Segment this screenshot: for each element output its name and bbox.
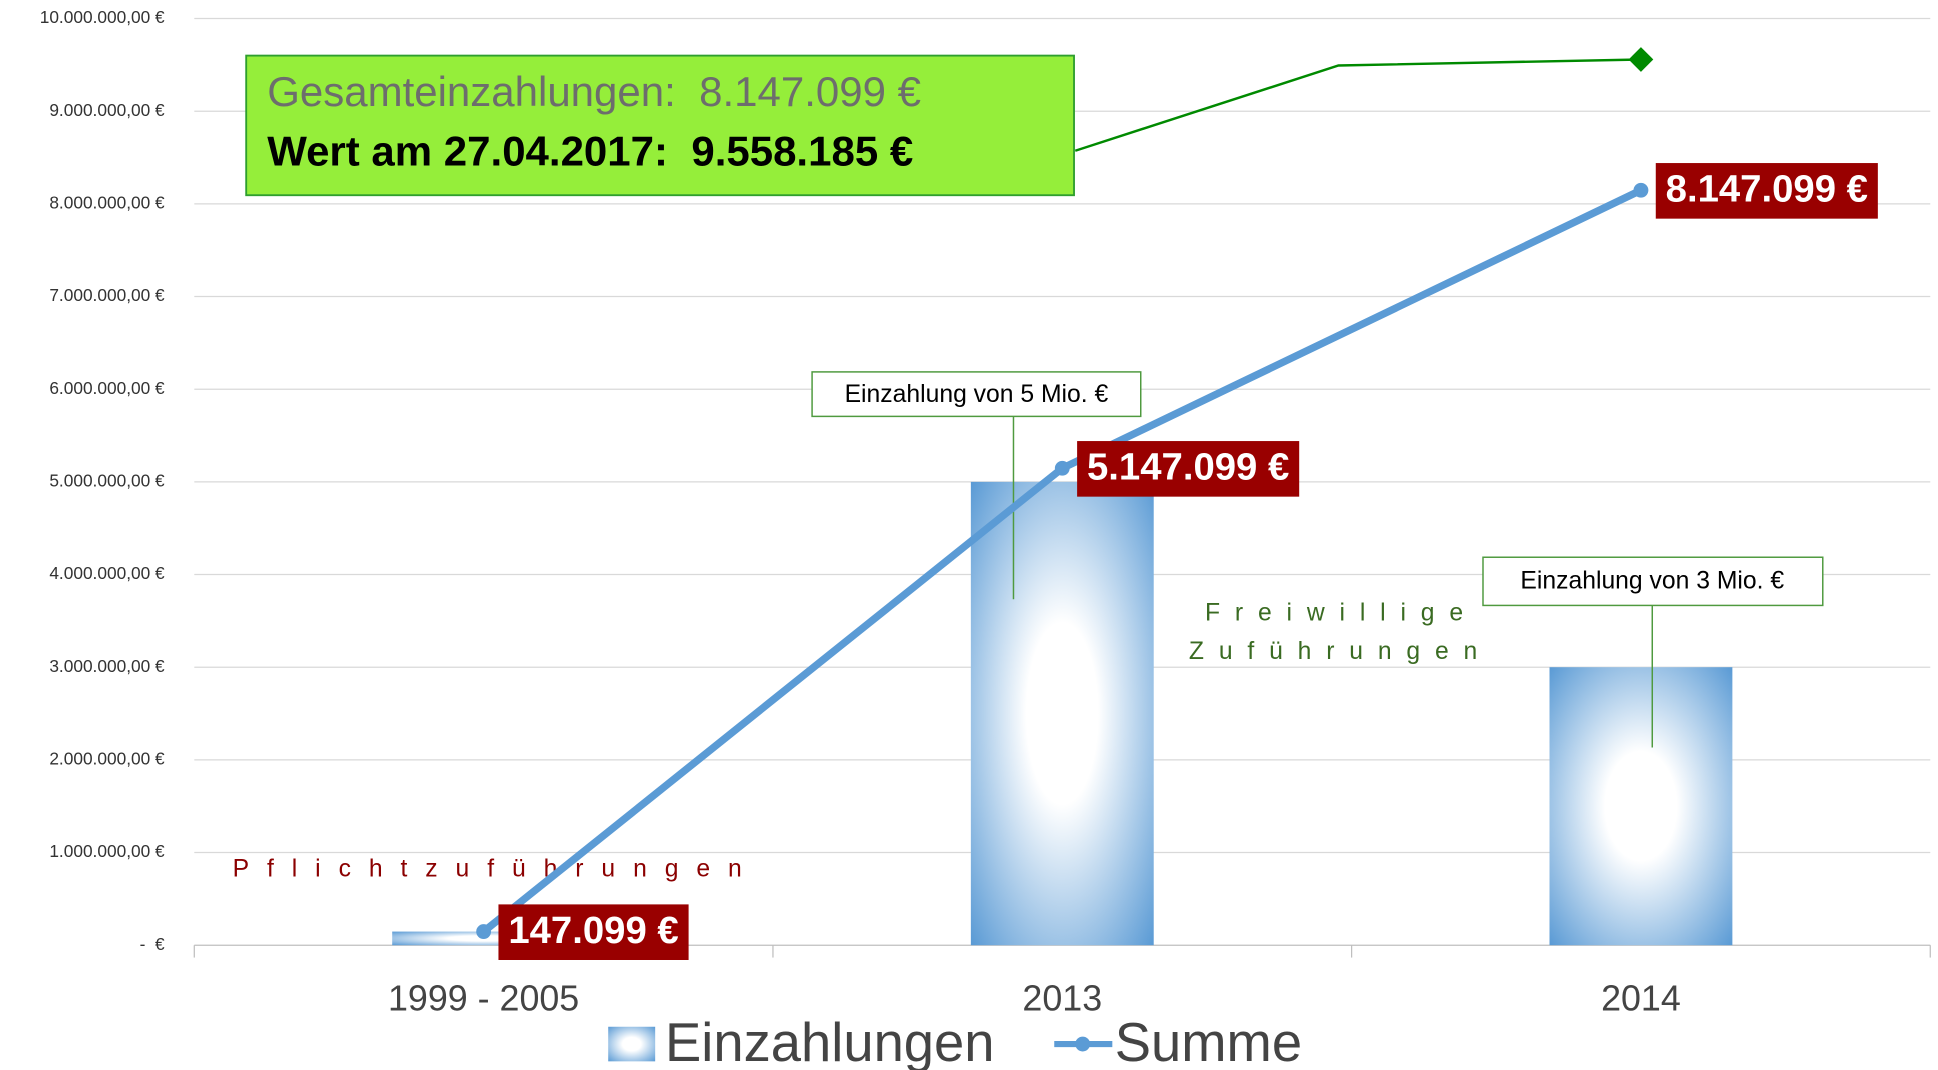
y-tick-label: - € bbox=[140, 934, 165, 954]
line-point bbox=[1633, 182, 1649, 198]
y-tick-label: 10.000.000,00 € bbox=[40, 7, 165, 27]
y-tick-label: 7.000.000,00 € bbox=[49, 285, 165, 305]
pflicht-label: Pflichtzuführungen bbox=[233, 855, 760, 882]
y-tick-label: 2.000.000,00 € bbox=[49, 748, 165, 768]
data-label-bg bbox=[1077, 441, 1300, 497]
bar bbox=[1549, 667, 1733, 946]
y-tick-label: 8.000.000,00 € bbox=[49, 192, 165, 212]
line-point bbox=[476, 924, 492, 939]
callout-box bbox=[1482, 556, 1824, 607]
lines: 147.099 € 5.147.099 € 8.147.099 € bbox=[476, 47, 1878, 960]
y-tick-label: 3.000.000,00 € bbox=[49, 656, 165, 676]
x-tick-label: 2013 bbox=[1022, 978, 1102, 1018]
freiwillige-label: Freiwillige bbox=[1205, 600, 1478, 627]
y-tick-label: 9.000.000,00 € bbox=[49, 100, 165, 120]
y-tick-label: 5.000.000,00 € bbox=[49, 470, 165, 490]
summary-line2: Wert am 27.04.2017: 9.558.185 € bbox=[267, 128, 913, 175]
data-label-bg bbox=[1655, 163, 1878, 219]
callout-2014: Einzahlung von 3 Mio. € bbox=[1520, 567, 1784, 594]
legend-label: Summe bbox=[1115, 1012, 1302, 1070]
data-label: 5.147.099 € bbox=[1087, 446, 1289, 489]
bars bbox=[392, 481, 1733, 946]
summary-marker bbox=[1628, 47, 1654, 72]
summary-connector bbox=[1074, 58, 1641, 152]
x-tick-label: 1999 - 2005 bbox=[388, 978, 579, 1018]
legend-swatch bbox=[608, 1026, 656, 1062]
legend: Einzahlungen Summe bbox=[608, 1012, 1302, 1070]
x-tick-label: 2014 bbox=[1601, 978, 1681, 1018]
y-tick-label: 1.000.000,00 € bbox=[49, 841, 165, 861]
y-tick-label: 6.000.000,00 € bbox=[49, 378, 165, 398]
legend-label: Einzahlungen bbox=[665, 1012, 994, 1070]
callout-2013: Einzahlung von 5 Mio. € bbox=[845, 381, 1109, 408]
data-label: 147.099 € bbox=[508, 909, 678, 952]
grid: - € 1.000.000,00 € 2.000.000,00 € 3.000.000… bbox=[40, 7, 1931, 1018]
data-label: 8.147.099 € bbox=[1666, 168, 1868, 211]
callout-box bbox=[811, 371, 1142, 418]
summary-box bbox=[245, 54, 1075, 197]
summary-line1: Gesamteinzahlungen: 8.147.099 € bbox=[267, 68, 921, 115]
bar bbox=[970, 481, 1154, 946]
data-label-bg bbox=[498, 904, 689, 960]
freiwillige-label: Zuführungen bbox=[1189, 638, 1492, 665]
legend-dot bbox=[1075, 1036, 1091, 1052]
line-point bbox=[1054, 460, 1070, 476]
y-tick-label: 4.000.000,00 € bbox=[49, 563, 165, 583]
